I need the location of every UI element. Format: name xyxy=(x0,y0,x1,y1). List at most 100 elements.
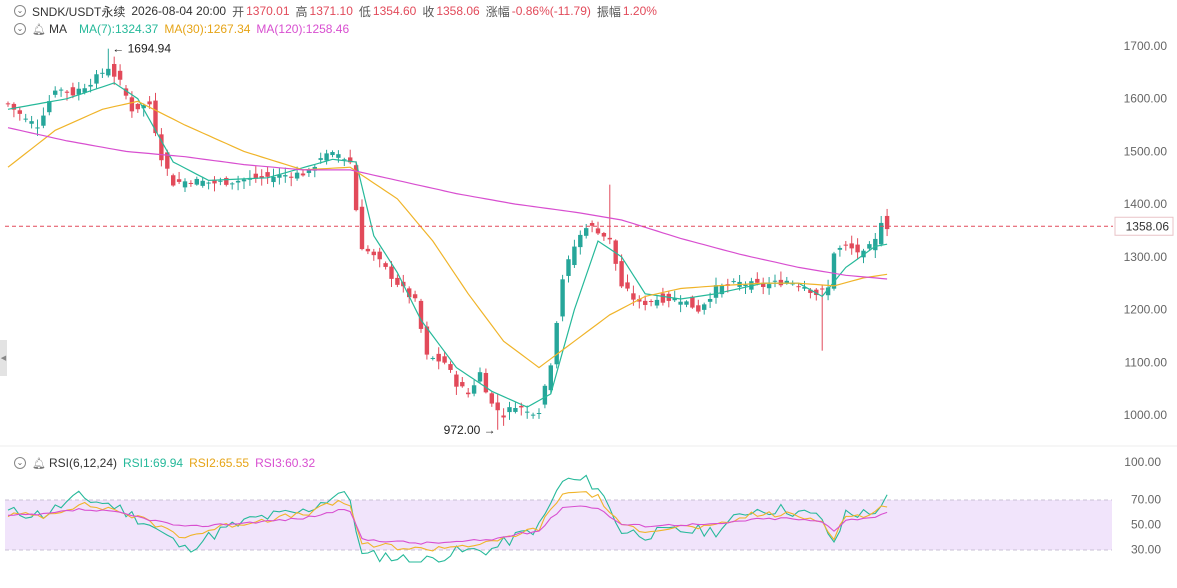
candle-body[interactable] xyxy=(259,176,264,178)
candle-body[interactable] xyxy=(489,393,494,404)
candle-body[interactable] xyxy=(200,180,205,186)
candle-body[interactable] xyxy=(82,88,87,93)
candle-body[interactable] xyxy=(212,179,217,184)
rsi-indicator-name[interactable]: RSI(6,12,24) xyxy=(48,456,118,470)
candle-body[interactable] xyxy=(519,405,524,408)
candle-body[interactable] xyxy=(230,183,235,185)
candle-body[interactable] xyxy=(643,300,648,305)
ma-alert-icon[interactable]: 🔔︎ xyxy=(32,23,46,36)
candle-body[interactable] xyxy=(578,234,583,248)
candle-body[interactable] xyxy=(253,173,258,179)
candle-body[interactable] xyxy=(442,356,447,363)
candle-body[interactable] xyxy=(100,72,105,74)
candle-body[interactable] xyxy=(106,68,111,76)
candle-body[interactable] xyxy=(171,175,176,186)
candle-body[interactable] xyxy=(389,266,394,279)
candle-body[interactable] xyxy=(525,411,530,413)
candle-body[interactable] xyxy=(348,157,353,163)
candle-body[interactable] xyxy=(395,277,400,285)
candle-body[interactable] xyxy=(613,240,618,264)
candle-body[interactable] xyxy=(607,237,612,240)
candle-body[interactable] xyxy=(365,248,371,252)
candle-body[interactable] xyxy=(483,372,489,393)
candle-body[interactable] xyxy=(289,176,294,178)
candle-body[interactable] xyxy=(29,121,34,124)
candle-body[interactable] xyxy=(501,415,506,418)
candle-body[interactable] xyxy=(41,115,46,126)
candle-body[interactable] xyxy=(53,90,58,95)
rsi-alert-icon[interactable]: 🔔︎ xyxy=(32,457,46,470)
candle-body[interactable] xyxy=(377,251,382,260)
candle-body[interactable] xyxy=(507,407,512,413)
candle-body[interactable] xyxy=(719,285,725,295)
ma-indicator-name[interactable]: MA xyxy=(48,22,67,36)
candle-body[interactable] xyxy=(755,278,760,283)
candle-body[interactable] xyxy=(294,172,300,179)
candle-body[interactable] xyxy=(412,294,418,299)
candle-body[interactable] xyxy=(766,284,772,289)
candle-body[interactable] xyxy=(831,253,837,289)
candle-body[interactable] xyxy=(88,84,93,87)
candle-body[interactable] xyxy=(277,174,282,178)
candle-body[interactable] xyxy=(814,289,819,296)
candle-body[interactable] xyxy=(879,222,884,245)
candle-body[interactable] xyxy=(454,374,459,387)
candle-body[interactable] xyxy=(306,169,312,174)
candle-body[interactable] xyxy=(460,382,465,387)
candle-body[interactable] xyxy=(47,101,52,113)
candle-body[interactable] xyxy=(112,63,117,77)
candle-body[interactable] xyxy=(684,301,689,305)
candle-body[interactable] xyxy=(117,70,123,80)
candle-body[interactable] xyxy=(672,298,677,301)
candle-body[interactable] xyxy=(530,414,536,416)
candle-body[interactable] xyxy=(796,286,801,288)
candle-body[interactable] xyxy=(743,284,748,287)
candle-body[interactable] xyxy=(182,181,188,188)
candle-body[interactable] xyxy=(430,357,435,359)
candle-body[interactable] xyxy=(873,238,878,251)
candle-body[interactable] xyxy=(188,182,194,184)
rsi-collapse-icon[interactable]: ⌄ xyxy=(14,457,26,469)
candle-body[interactable] xyxy=(825,287,831,296)
candle-body[interactable] xyxy=(660,293,666,303)
candle-body[interactable] xyxy=(867,244,872,249)
candle-body[interactable] xyxy=(572,246,577,266)
candle-body[interactable] xyxy=(654,299,660,306)
candle-body[interactable] xyxy=(147,101,152,105)
candle-body[interactable] xyxy=(837,247,843,250)
candle-body[interactable] xyxy=(843,244,848,246)
candle-body[interactable] xyxy=(584,228,589,236)
candle-body[interactable] xyxy=(224,177,229,185)
candle-body[interactable] xyxy=(820,288,825,290)
candle-body[interactable] xyxy=(690,296,695,308)
candle-body[interactable] xyxy=(94,74,99,84)
candle-body[interactable] xyxy=(159,134,164,161)
candle-body[interactable] xyxy=(153,100,158,134)
candle-body[interactable] xyxy=(625,282,630,289)
collapse-toggle-icon[interactable]: ⌄ xyxy=(14,5,26,17)
candle-body[interactable] xyxy=(235,180,241,183)
candle-body[interactable] xyxy=(418,300,424,329)
candle-body[interactable] xyxy=(884,215,890,230)
candle-body[interactable] xyxy=(772,280,778,282)
candle-body[interactable] xyxy=(76,88,81,95)
candle-body[interactable] xyxy=(702,304,707,310)
candle-body[interactable] xyxy=(761,282,766,287)
candle-body[interactable] xyxy=(601,233,607,237)
candle-body[interactable] xyxy=(589,222,595,226)
candle-body[interactable] xyxy=(194,178,199,185)
candle-body[interactable] xyxy=(407,288,412,298)
ma-collapse-icon[interactable]: ⌄ xyxy=(14,23,26,35)
candle-body[interactable] xyxy=(678,301,683,305)
candle-body[interactable] xyxy=(696,305,701,312)
candle-body[interactable] xyxy=(218,180,223,182)
candle-body[interactable] xyxy=(265,172,270,177)
sidebar-expand-handle[interactable]: ◀ xyxy=(0,340,7,376)
candle-body[interactable] xyxy=(436,353,441,362)
candle-body[interactable] xyxy=(731,281,736,283)
candle-body[interactable] xyxy=(542,385,548,405)
candle-body[interactable] xyxy=(271,176,276,183)
candle-body[interactable] xyxy=(778,279,784,286)
candle-body[interactable] xyxy=(548,365,553,391)
